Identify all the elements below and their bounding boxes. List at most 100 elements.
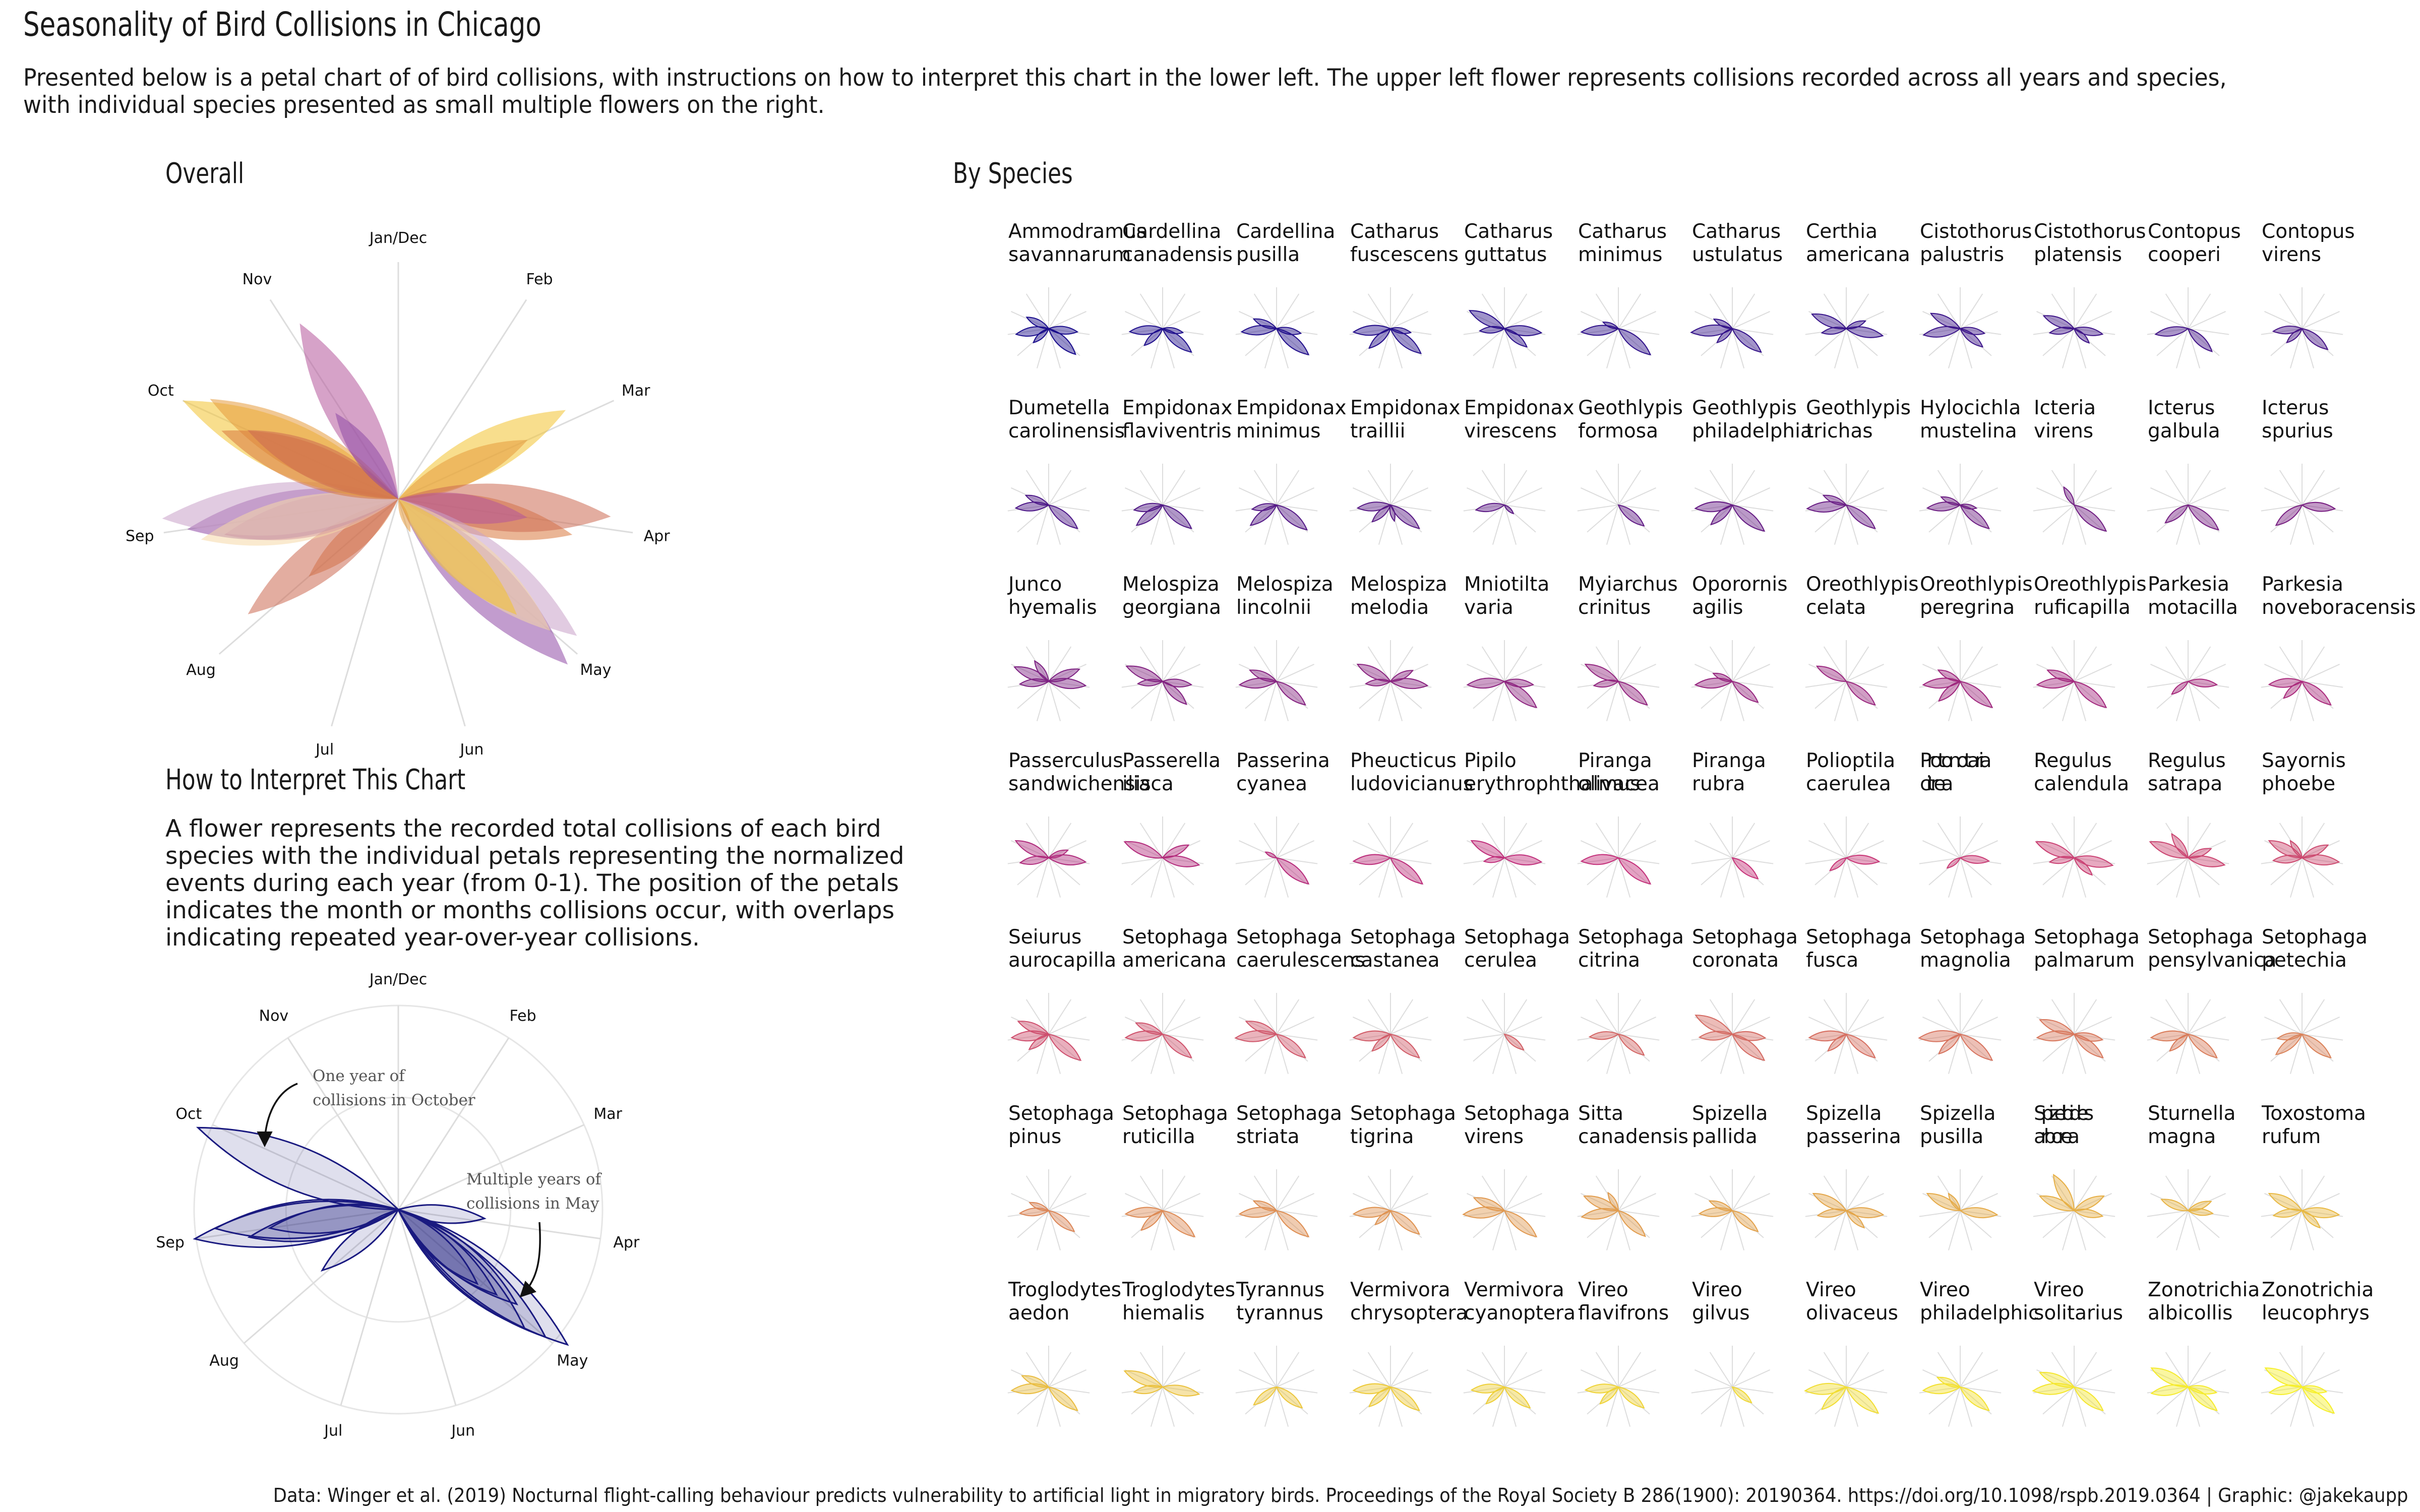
species-petal — [1252, 318, 1278, 330]
species-petal — [2073, 857, 2093, 876]
species-grid-spoke — [1124, 1017, 1163, 1035]
species-grid-spoke — [1466, 664, 1505, 682]
species-petal — [2063, 486, 2075, 506]
species-name: Vireo olivaceus — [1806, 1279, 1898, 1325]
species-grid-spoke — [1732, 681, 1774, 688]
species-grid-spoke — [1238, 487, 1277, 506]
species-petal — [1252, 1200, 1278, 1212]
example-petal — [247, 1204, 400, 1242]
species-grid-spoke — [1010, 1017, 1049, 1035]
species-name: Catharus ustulatus — [1692, 220, 1783, 266]
species-petal — [2073, 1386, 2104, 1412]
species-petal — [1503, 680, 1538, 709]
species-flower: Cardellina pusilla — [1235, 220, 1335, 368]
species-grid-spoke — [1048, 664, 1087, 682]
species-grid-spoke — [1359, 505, 1391, 533]
species-grid-spoke — [2188, 1369, 2226, 1388]
species-flower: Icterus galbula — [2147, 397, 2229, 545]
species-grid-spoke — [2033, 1210, 2075, 1217]
species-grid-spoke — [1253, 646, 1277, 682]
overall-petal — [248, 499, 398, 614]
species-grid-spoke — [1276, 1175, 1300, 1211]
species-petal — [1617, 1210, 1646, 1237]
species-grid-spoke — [1276, 328, 1318, 335]
species-grid-spoke — [1139, 999, 1163, 1035]
species-flower: Mniotilta varia — [1463, 573, 1549, 721]
overall-flower: Jan/Dec Feb Mar Apr May Jun Jul Aug Sep Oct Nov — [126, 229, 670, 759]
species-petal — [1048, 328, 1076, 355]
species-grid-spoke — [1960, 646, 1983, 682]
species-grid-spoke — [1606, 328, 1619, 368]
species-grid-spoke — [1276, 311, 1315, 329]
species-name: Spizelloides arborea — [2034, 1102, 2094, 1148]
species-name: Setophaga petechia — [2262, 926, 2368, 972]
species-grid-spoke — [1960, 857, 2002, 864]
species-petal — [1047, 678, 1087, 689]
species-grid-spoke — [1390, 646, 1414, 682]
example-petal — [397, 1208, 479, 1285]
species-grid-spoke — [1359, 1034, 1391, 1062]
species-petal — [1364, 678, 1392, 686]
species-grid-spoke — [2302, 1034, 2343, 1041]
species-grid-spoke — [1577, 1387, 1619, 1394]
species-grid-spoke — [2279, 999, 2303, 1035]
species-flower: Myiarchus crinitus — [1577, 573, 1678, 721]
species-petal — [1389, 678, 1429, 689]
species-grid-spoke — [1481, 999, 1505, 1035]
species-name: Empidonax flaviventris — [1122, 397, 1233, 443]
species-grid-spoke — [2062, 1387, 2075, 1427]
species-name: Empidonax traillii — [1350, 397, 1461, 443]
species-flower: Setophaga ruticilla — [1121, 1102, 1228, 1250]
species-grid-spoke — [1846, 1210, 1878, 1238]
species-grid-spoke — [1390, 857, 1422, 886]
species-petal — [1959, 1207, 1999, 1219]
species-grid-spoke — [2302, 311, 2340, 329]
species-grid-spoke — [1390, 470, 1414, 506]
species-petal — [2276, 1032, 2304, 1041]
species-grid-spoke — [2302, 840, 2340, 858]
species-petal — [1602, 322, 1619, 330]
species-flower: Setophaga tigrina — [1349, 1102, 1456, 1250]
species-petal — [1959, 328, 1984, 348]
species-petal — [1845, 1386, 1880, 1414]
species-grid-spoke — [2302, 505, 2334, 533]
species-petal — [1135, 1022, 1164, 1035]
species-grid-spoke — [1691, 328, 1733, 335]
species-grid-spoke — [2261, 1387, 2303, 1394]
chart-title: Seasonality of Bird Collisions in Chicag… — [23, 5, 541, 44]
species-grid-spoke — [1846, 857, 1859, 898]
species-grid-spoke — [1150, 505, 1163, 545]
species-petal — [1389, 328, 1422, 354]
species-grid-spoke — [1245, 1034, 1277, 1062]
species-flower: Setophaga petechia — [2261, 926, 2368, 1074]
species-grid-spoke — [1606, 1034, 1619, 1074]
species-grid-spoke — [1948, 681, 1961, 721]
species-grid-spoke — [2051, 646, 2075, 682]
species-petal — [1617, 680, 1648, 706]
species-grid-spoke — [1948, 328, 1961, 368]
species-grid-spoke — [1732, 999, 1756, 1035]
species-grid-spoke — [1618, 505, 1650, 533]
species-petal — [1817, 1208, 1848, 1218]
species-grid-spoke — [1937, 293, 1961, 329]
species-flower: Regulus calendula — [2033, 749, 2129, 898]
species-grid-spoke — [1121, 505, 1163, 512]
species-grid-spoke — [1048, 1387, 1061, 1427]
species-grid-spoke — [2175, 857, 2189, 898]
species-grid-spoke — [1492, 328, 1505, 368]
species-flower: Passerculus sandwichensis — [1007, 749, 1151, 898]
species-grid-spoke — [1276, 1352, 1300, 1388]
species-grid-spoke — [1048, 293, 1072, 329]
species-petal — [1371, 504, 1392, 523]
species-grid-spoke — [1694, 311, 1733, 329]
species-grid-spoke — [2302, 857, 2315, 898]
example-grid-spoke — [397, 1037, 510, 1210]
example-petal — [196, 1126, 400, 1211]
species-petal — [1580, 854, 1620, 865]
species-petal — [1389, 503, 1396, 522]
species-flower: Empidonax virescens — [1463, 397, 1575, 545]
species-grid-spoke — [1960, 1369, 1999, 1388]
species-flower: Setophaga virens — [1462, 1102, 1570, 1250]
species-grid-spoke — [1121, 681, 1163, 688]
species-grid-spoke — [2051, 1352, 2075, 1388]
